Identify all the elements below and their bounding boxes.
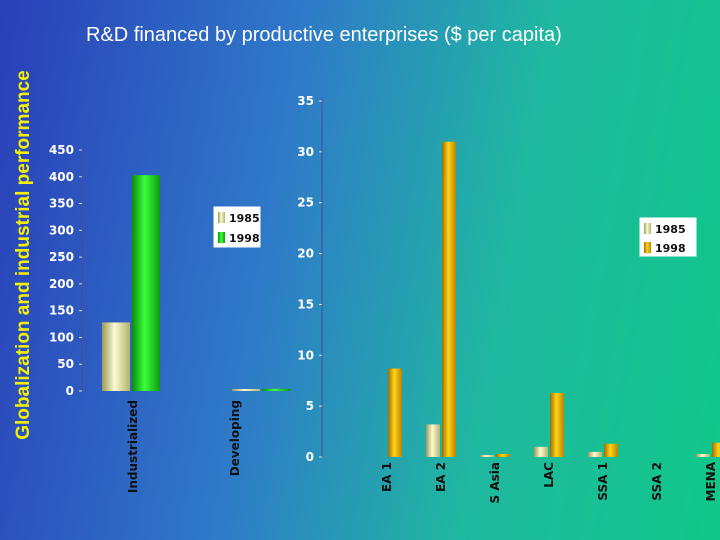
right-bar-1985 <box>534 446 548 457</box>
left-tick-label: 100 <box>49 330 74 344</box>
left-tick-label: 400 <box>49 170 74 184</box>
right-category-label: S Asia <box>488 462 502 503</box>
right-tick-label: 5 <box>306 399 314 413</box>
right-category-label: EA 2 <box>434 462 448 492</box>
left-tick-label: 0 <box>66 384 74 398</box>
left-legend-swatch-1998 <box>218 232 225 243</box>
left-legend-swatch-1985 <box>218 212 225 223</box>
right-tick-label: 10 <box>297 348 314 362</box>
left-tick-label: 250 <box>49 250 74 264</box>
right-tick-label: 30 <box>297 145 314 159</box>
right-bar-1985 <box>696 453 710 457</box>
right-tick-label: 0 <box>306 450 314 464</box>
left-legend-label: 1985 <box>229 212 260 225</box>
right-category-label: EA 1 <box>380 462 394 492</box>
right-bar-1998 <box>442 141 456 457</box>
right-legend-label: 1998 <box>655 242 686 255</box>
right-bar-1985 <box>480 454 494 457</box>
left-bar-1985 <box>232 389 260 391</box>
right-category-label: MENA <box>704 461 718 501</box>
left-tick-label: 350 <box>49 197 74 211</box>
left-bar-1998 <box>132 175 160 391</box>
right-category-label: SSA 2 <box>650 462 664 501</box>
right-bar-1998 <box>604 443 618 457</box>
left-tick-label: 200 <box>49 277 74 291</box>
right-bar-1985 <box>426 424 440 457</box>
right-bar-1998 <box>712 442 720 457</box>
right-bar-1998 <box>496 453 510 457</box>
left-legend-label: 1998 <box>229 232 260 245</box>
right-tick-label: 25 <box>297 196 314 210</box>
left-tick-label: 450 <box>49 143 74 157</box>
right-legend-swatch-1985 <box>644 223 651 234</box>
slide-title: R&D financed by productive enterprises (… <box>86 24 562 46</box>
right-legend-label: 1985 <box>655 223 686 236</box>
right-category-label: SSA 1 <box>596 462 610 501</box>
left-category-label: Developing <box>228 400 242 476</box>
left-tick-label: 300 <box>49 223 74 237</box>
right-tick-label: 15 <box>297 297 314 311</box>
left-tick-label: 50 <box>57 357 74 371</box>
right-bar-1998 <box>550 392 564 457</box>
left-category-label: Industrialized <box>126 400 140 493</box>
right-bar-1985 <box>588 451 602 457</box>
right-tick-label: 35 <box>297 94 314 108</box>
right-category-label: LAC <box>542 462 556 488</box>
left-tick-label: 150 <box>49 304 74 318</box>
left-bar-1985 <box>102 322 130 391</box>
right-tick-label: 20 <box>297 247 314 261</box>
left-bar-1998 <box>262 388 290 391</box>
right-legend-swatch-1998 <box>644 242 651 253</box>
right-bar-1998 <box>388 368 402 457</box>
